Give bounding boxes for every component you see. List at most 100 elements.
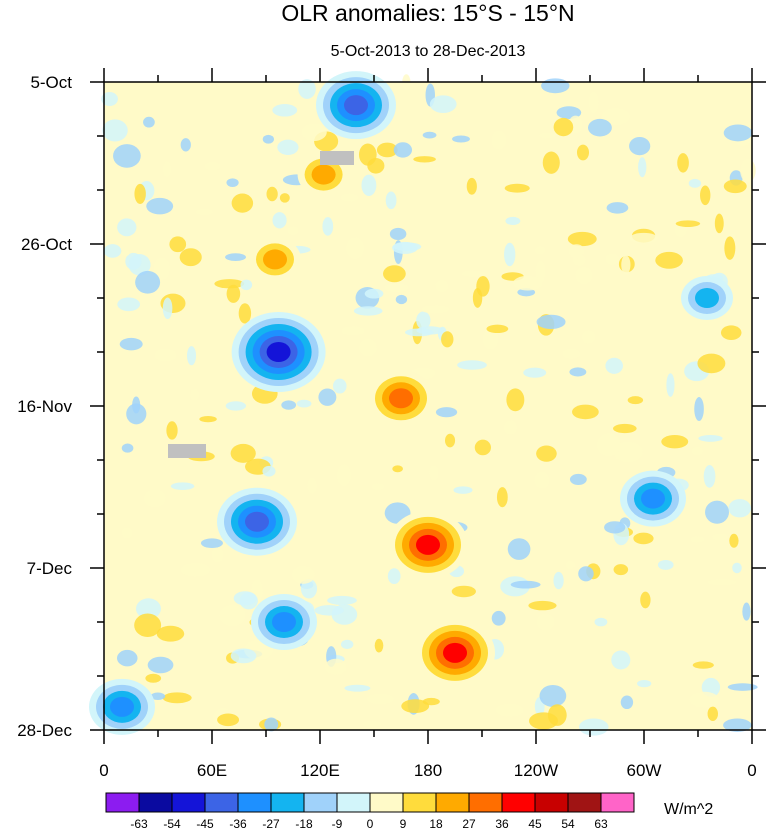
anomaly-patch: [318, 388, 337, 406]
anomaly-patch: [578, 566, 594, 582]
x-tick-label: 60E: [197, 761, 227, 780]
colorbar-swatch: [567, 792, 602, 813]
anomaly-patch: [495, 703, 524, 717]
anomaly-patch: [452, 135, 470, 143]
anomaly-patch: [703, 464, 716, 488]
y-tick-label: 7-Dec: [27, 559, 73, 578]
anomaly-patch: [572, 404, 599, 420]
anomaly-patch: [453, 486, 473, 494]
colorbar-swatch: [303, 792, 338, 813]
anomaly-patch: [707, 706, 718, 721]
y-tick-label: 26-Oct: [21, 235, 72, 254]
anomaly-patch: [226, 178, 239, 187]
anomaly-patch: [523, 367, 547, 378]
anomaly-patch: [170, 482, 195, 490]
anomaly-patch: [441, 331, 454, 348]
anomaly-patch: [332, 378, 347, 394]
anomaly-patch: [366, 693, 394, 705]
anomaly-patch: [162, 297, 173, 320]
anomaly-patch: [230, 443, 256, 463]
anomaly-patch: [262, 134, 275, 144]
anomaly-patch: [413, 156, 436, 163]
anomaly-patch: [199, 415, 217, 423]
colorbar-label: 45: [528, 817, 542, 830]
anomaly-patch: [572, 253, 586, 267]
anomaly-patch: [121, 527, 133, 539]
anomaly-patch: [240, 279, 253, 291]
anomaly-patch: [195, 208, 214, 216]
anomaly-patch: [117, 297, 141, 312]
anomaly-patch: [324, 658, 347, 675]
anomaly-patch: [162, 161, 172, 178]
anomaly-patch: [503, 419, 518, 435]
missing-data-patch: [320, 151, 354, 165]
colorbar-swatch: [105, 792, 140, 813]
anomaly-patch: [272, 212, 287, 229]
convective-anomaly: [266, 342, 291, 362]
anomaly-patch: [661, 435, 689, 449]
convective-anomaly: [641, 488, 665, 509]
anomaly-patch: [461, 270, 486, 278]
anomaly-patch: [697, 353, 726, 374]
anomaly-patch: [536, 314, 566, 330]
missing-data-patch: [168, 444, 206, 458]
anomaly-patch: [510, 580, 541, 589]
anomaly-patch: [156, 625, 185, 642]
anomaly-patch: [588, 91, 599, 114]
anomaly-patch: [578, 718, 609, 736]
anomaly-patch: [147, 656, 174, 674]
anomaly-patch: [371, 483, 385, 491]
x-axis: 0 60E 120E 180 120W 60W 0: [99, 68, 757, 780]
colorbar-label: 27: [462, 817, 476, 830]
anomaly-patch: [314, 605, 344, 616]
anomaly-patch: [723, 124, 753, 142]
anomaly-patch: [588, 118, 612, 137]
anomaly-patch: [166, 421, 178, 440]
anomaly-patch: [723, 718, 752, 732]
anomaly-patch: [422, 131, 437, 139]
anomaly-patch: [712, 533, 729, 541]
anomaly-patch: [569, 473, 587, 485]
colorbar-label: -36: [229, 817, 247, 830]
anomaly-patch: [401, 699, 430, 714]
y-axis: 5-Oct 26-Oct 16-Nov 7-Dec 28-Dec: [17, 73, 766, 740]
anomaly-patch: [364, 288, 384, 299]
anomaly-patch: [336, 464, 352, 487]
anomaly-patch: [690, 536, 705, 543]
anomaly-patch: [143, 489, 167, 508]
anomaly-patch: [612, 423, 637, 434]
anomaly-patch: [538, 132, 556, 139]
anomaly-patch: [113, 144, 141, 168]
anomaly-patch: [512, 275, 543, 291]
anomaly-patch: [389, 227, 407, 241]
anomaly-patch: [429, 95, 457, 113]
x-tick-label: 180: [414, 761, 442, 780]
anomaly-patch: [307, 477, 318, 494]
colorbar-swatch: [171, 792, 206, 813]
anomaly-patch: [327, 595, 357, 605]
anomaly-patch: [384, 282, 409, 293]
anomaly-patch: [689, 691, 720, 708]
convective-anomaly: [344, 95, 368, 116]
anomaly-contours: [89, 71, 758, 736]
suppressed-anomaly: [311, 164, 336, 185]
anomaly-patch: [729, 533, 739, 548]
anomaly-patch: [594, 617, 608, 627]
anomaly-patch: [655, 251, 683, 269]
anomaly-patch: [279, 193, 290, 203]
anomaly-patch: [322, 217, 334, 236]
suppressed-anomaly: [389, 388, 413, 409]
colorbar-label: -54: [163, 817, 181, 830]
anomaly-patch: [169, 236, 187, 253]
anomaly-patch: [542, 151, 560, 174]
anomaly-patch: [528, 600, 557, 611]
colorbar-swatch: [204, 792, 239, 813]
anomaly-patch: [435, 407, 458, 418]
anomaly-patch: [358, 143, 377, 166]
anomaly-patch: [451, 585, 476, 598]
anomaly-patch: [230, 648, 257, 664]
anomaly-patch: [732, 562, 742, 574]
anomaly-patch: [677, 153, 689, 173]
anomaly-patch: [361, 174, 377, 196]
